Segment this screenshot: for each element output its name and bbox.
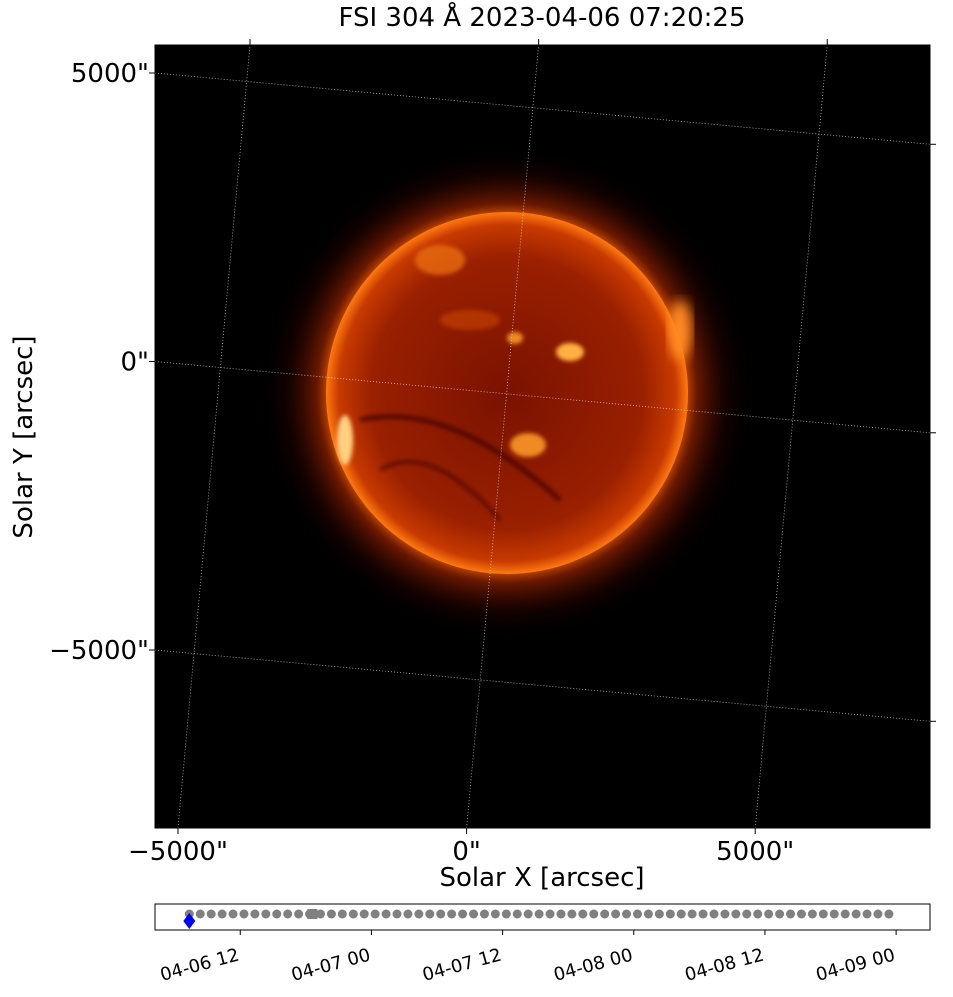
x-tick-label: 04-06 12	[158, 945, 242, 986]
grid	[155, 45, 930, 828]
observation-point	[436, 909, 446, 919]
x-tick-label: 5000"	[716, 837, 794, 867]
observation-point	[764, 909, 774, 919]
observation-point	[228, 909, 238, 919]
observation-point	[786, 909, 796, 919]
grid-line	[155, 649, 930, 722]
observation-point	[479, 909, 489, 919]
x-tick-label: 04-07 00	[289, 945, 373, 986]
grid-line	[754, 45, 828, 828]
observation-point	[665, 909, 675, 919]
observation-point	[753, 909, 763, 919]
x-tick-label: 0"	[452, 837, 481, 867]
observation-point	[687, 909, 697, 919]
observation-point	[840, 909, 850, 919]
observation-point	[337, 909, 347, 919]
observation-point	[829, 909, 839, 919]
observation-point	[731, 909, 741, 919]
observation-point	[447, 909, 457, 919]
observation-point	[632, 909, 642, 919]
observation-point	[775, 909, 785, 919]
observation-point	[709, 909, 719, 919]
observation-point	[370, 909, 380, 919]
chart-title: FSI 304 Å 2023-04-06 07:20:25	[338, 1, 745, 33]
grid-line	[155, 361, 930, 434]
square-marker	[307, 909, 318, 919]
observation-point	[315, 909, 325, 919]
observation-point	[239, 909, 249, 919]
x-tick-label: 04-08 00	[551, 945, 635, 986]
observation-point	[348, 909, 358, 919]
observation-point	[283, 909, 293, 919]
observation-point	[589, 909, 599, 919]
observation-point	[884, 909, 894, 919]
observation-point	[698, 909, 708, 919]
observation-point	[545, 909, 555, 919]
observation-point	[261, 909, 271, 919]
observation-point	[643, 909, 653, 919]
observation-point	[469, 909, 479, 919]
y-tick-label: 0"	[120, 347, 149, 377]
observation-point	[556, 909, 566, 919]
observation-point	[272, 909, 282, 919]
observation-point	[622, 909, 632, 919]
observation-point	[392, 909, 402, 919]
x-tick-label: 04-07 12	[420, 945, 504, 986]
observation-point	[326, 909, 336, 919]
observation-point	[873, 909, 883, 919]
observation-point	[250, 909, 260, 919]
observation-point	[359, 909, 369, 919]
x-tick-label: 04-09 00	[814, 945, 898, 986]
x-tick-label: 04-08 12	[683, 945, 767, 986]
observation-point	[195, 909, 205, 919]
observation-point	[676, 909, 686, 919]
observation-point	[381, 909, 391, 919]
observation-point	[600, 909, 610, 919]
observation-point	[490, 909, 500, 919]
y-tick-label: 5000"	[71, 59, 149, 89]
observation-point	[742, 909, 752, 919]
observation-point	[796, 909, 806, 919]
y-tick-label: −5000"	[49, 636, 149, 666]
observation-point	[512, 909, 522, 919]
observation-point	[720, 909, 730, 919]
observation-point	[217, 909, 227, 919]
y-axis-label: Solar Y [arcsec]	[9, 335, 39, 538]
prominence	[668, 300, 692, 360]
solar-disk	[326, 212, 688, 574]
observation-point	[294, 909, 304, 919]
observation-point	[523, 909, 533, 919]
solar-image	[155, 45, 930, 828]
observation-point	[425, 909, 435, 919]
observation-point	[458, 909, 468, 919]
observation-point	[862, 909, 872, 919]
observation-point	[851, 909, 861, 919]
observation-point	[818, 909, 828, 919]
observation-point	[501, 909, 511, 919]
axes-frame	[154, 44, 931, 829]
observation-point	[654, 909, 664, 919]
grid-line	[466, 45, 540, 828]
x-tick-label: −5000"	[128, 837, 228, 867]
x-axis-label: Solar X [arcsec]	[439, 863, 644, 893]
active-regions	[337, 245, 584, 522]
current-marker	[183, 913, 196, 929]
observation-point	[206, 909, 216, 919]
observation-point	[403, 909, 413, 919]
observation-point	[534, 909, 544, 919]
observation-point	[807, 909, 817, 919]
grid-line	[177, 45, 251, 828]
grid-line	[155, 72, 930, 145]
observation-point	[567, 909, 577, 919]
timeline-frame	[154, 903, 931, 931]
observation-point	[611, 909, 621, 919]
observation-point	[414, 909, 424, 919]
observation-point	[578, 909, 588, 919]
